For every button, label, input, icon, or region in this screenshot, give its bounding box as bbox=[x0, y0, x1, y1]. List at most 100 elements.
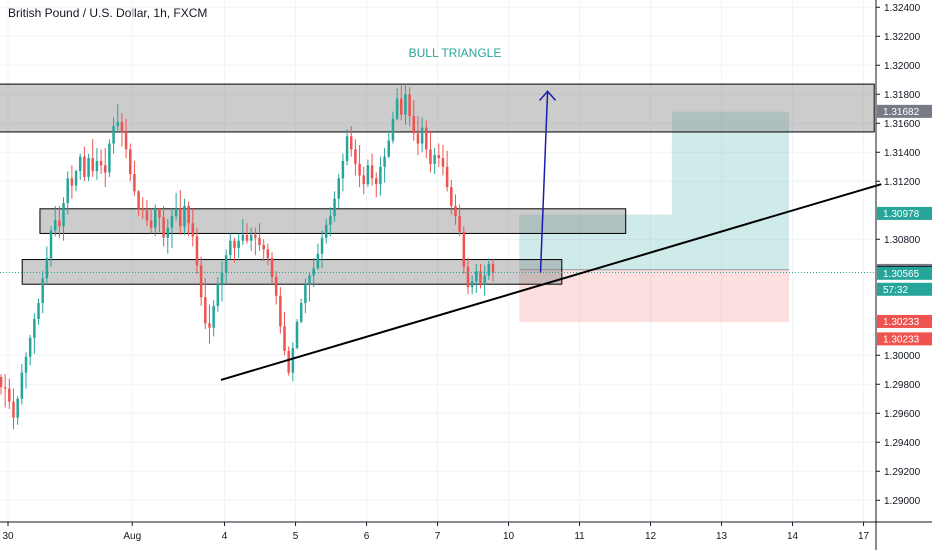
target-zone-box bbox=[519, 214, 672, 270]
candle-body bbox=[229, 240, 232, 256]
candle-body bbox=[254, 234, 257, 238]
x-tick-label: 4 bbox=[222, 531, 228, 542]
candle-body bbox=[99, 160, 103, 166]
candle-body bbox=[362, 175, 365, 185]
candle-body bbox=[354, 149, 357, 164]
candle-body bbox=[341, 160, 345, 179]
candle-body bbox=[154, 208, 157, 228]
candle-body bbox=[170, 216, 174, 228]
candle-body bbox=[283, 326, 286, 351]
candle-body bbox=[450, 187, 453, 206]
candle-body bbox=[266, 249, 270, 259]
candle-body bbox=[129, 149, 132, 174]
price-tag bbox=[877, 314, 932, 328]
candle-body bbox=[458, 216, 461, 232]
candle-body bbox=[83, 156, 86, 177]
zone-rectangle bbox=[21, 259, 563, 285]
candle-body bbox=[366, 165, 370, 185]
x-tick-label: 6 bbox=[364, 531, 370, 542]
candle-body bbox=[195, 236, 199, 266]
candle-body bbox=[445, 166, 449, 188]
candle-body bbox=[37, 303, 40, 319]
candle-body bbox=[241, 234, 245, 241]
zone-rectangle bbox=[0, 83, 875, 133]
candle-body bbox=[74, 171, 78, 186]
candle-body bbox=[437, 155, 441, 159]
price-tag-label: 1.30233 bbox=[883, 317, 920, 328]
candle-body bbox=[137, 191, 140, 209]
ascending-trendline bbox=[220, 183, 882, 381]
candle-body bbox=[199, 265, 203, 298]
x-tick-label: 11 bbox=[574, 531, 585, 542]
y-tick-label: 1.32200 bbox=[884, 32, 921, 43]
candle-body bbox=[416, 133, 420, 144]
candle-body bbox=[179, 208, 182, 227]
candle-body bbox=[87, 158, 90, 177]
candle-body bbox=[299, 303, 303, 322]
candle-body bbox=[145, 210, 149, 221]
candle-body bbox=[216, 284, 220, 306]
candle-body bbox=[479, 271, 482, 285]
candle-body bbox=[41, 278, 44, 304]
candle-body bbox=[220, 272, 224, 285]
price-axis[interactable]: 1.32400 1.32200 1.32000 1.31800 1.31600 1.314… bbox=[875, 0, 921, 550]
price-tags: 1.316821.309781.305851.305711.3056557:32… bbox=[877, 104, 932, 346]
price-tag bbox=[877, 266, 932, 280]
candle-body bbox=[391, 118, 395, 141]
price-tag-label: 1.30565 bbox=[883, 269, 920, 280]
y-tick-label: 1.31800 bbox=[884, 90, 921, 101]
candle-body bbox=[404, 94, 407, 115]
time-axis[interactable]: 30 Aug 4 5 6 7 10 11 12 13 14 17 bbox=[0, 521, 932, 542]
candle-body bbox=[245, 234, 249, 241]
candle-body bbox=[470, 281, 474, 288]
candle-body bbox=[20, 372, 24, 399]
y-tick-label: 1.31400 bbox=[884, 148, 921, 159]
candle-body bbox=[345, 136, 349, 161]
candle-body bbox=[420, 127, 424, 144]
candle-body bbox=[124, 131, 128, 150]
x-tick-label: 17 bbox=[858, 531, 870, 542]
candle-body bbox=[279, 295, 282, 327]
candle-body bbox=[204, 297, 207, 324]
candle-body bbox=[149, 220, 153, 228]
candle-body bbox=[274, 276, 278, 296]
candle-body bbox=[0, 377, 3, 388]
candle-body bbox=[224, 255, 228, 273]
candle-body bbox=[433, 155, 436, 164]
candle-body bbox=[291, 348, 295, 373]
y-tick-label: 1.29000 bbox=[884, 496, 921, 507]
candle-body bbox=[33, 319, 36, 338]
candle-body bbox=[133, 174, 136, 192]
candle-body bbox=[333, 198, 336, 217]
candle-body bbox=[70, 178, 74, 186]
target-zone-box bbox=[671, 111, 789, 270]
y-tick-label: 1.29800 bbox=[884, 380, 921, 391]
candle-body bbox=[370, 165, 374, 179]
candle-body bbox=[95, 160, 99, 172]
candle-body bbox=[262, 245, 265, 250]
price-tag bbox=[877, 206, 932, 220]
price-tag-label: 57:32 bbox=[883, 285, 908, 296]
candle-body bbox=[108, 143, 111, 173]
y-tick-label: 1.32000 bbox=[884, 61, 921, 72]
price-tag-label: 1.30978 bbox=[883, 209, 920, 220]
candle-body bbox=[387, 140, 391, 157]
x-tick-label: 5 bbox=[293, 531, 299, 542]
candle-body bbox=[408, 94, 411, 116]
candle-body bbox=[312, 268, 315, 276]
candle-body bbox=[233, 240, 236, 248]
candle-body bbox=[295, 321, 299, 348]
y-tick-label: 1.30000 bbox=[884, 351, 921, 362]
x-tick-label: 12 bbox=[645, 531, 657, 542]
candle-body bbox=[320, 237, 324, 254]
candle-body bbox=[45, 258, 49, 279]
zone-rectangle bbox=[39, 208, 627, 234]
x-tick-label: 10 bbox=[503, 531, 515, 542]
support-resistance-zones bbox=[0, 83, 875, 285]
candle-body bbox=[454, 205, 457, 217]
candle-body bbox=[183, 205, 186, 227]
candlestick-series bbox=[0, 84, 495, 430]
candle-body bbox=[466, 266, 470, 288]
candle-body bbox=[28, 337, 32, 357]
